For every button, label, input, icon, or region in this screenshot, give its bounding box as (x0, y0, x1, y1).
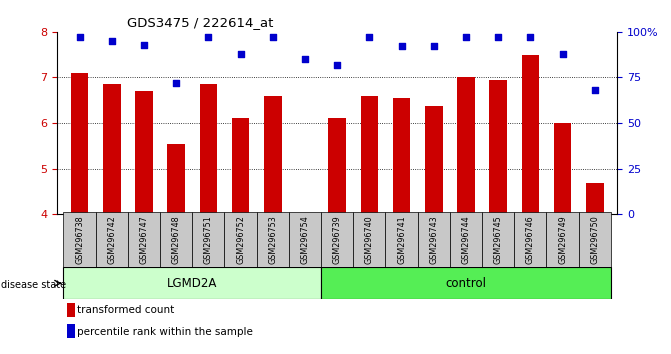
Text: GSM296745: GSM296745 (494, 215, 503, 264)
Point (236, 51, 246, 57)
FancyBboxPatch shape (321, 212, 353, 267)
FancyBboxPatch shape (160, 212, 193, 267)
Bar (70, 73, 89, 214)
Point (460, 34, 471, 40)
Text: LGMD2A: LGMD2A (167, 277, 217, 290)
Text: control: control (446, 277, 486, 290)
FancyBboxPatch shape (64, 267, 321, 299)
Point (171, 80, 182, 86)
Point (557, 51, 568, 57)
Text: GSM296738: GSM296738 (75, 215, 84, 264)
Text: disease state: disease state (1, 280, 66, 290)
Text: GSM296747: GSM296747 (140, 215, 148, 264)
Text: GSM296754: GSM296754 (301, 215, 309, 264)
Point (525, 34, 535, 40)
FancyBboxPatch shape (225, 212, 257, 267)
Bar (360, 96, 378, 214)
Point (332, 62, 343, 68)
Text: GSM296741: GSM296741 (397, 215, 406, 264)
Text: transformed count: transformed count (77, 306, 174, 315)
FancyBboxPatch shape (514, 212, 546, 267)
Text: GSM296742: GSM296742 (107, 215, 116, 264)
Bar (199, 84, 217, 214)
FancyBboxPatch shape (546, 212, 578, 267)
Point (74, 34, 85, 40)
Text: GSM296750: GSM296750 (590, 215, 599, 264)
FancyBboxPatch shape (321, 267, 611, 299)
Text: GSM296748: GSM296748 (172, 215, 180, 264)
Point (428, 44, 439, 49)
Bar (231, 119, 250, 214)
Text: GSM296749: GSM296749 (558, 215, 567, 264)
Text: percentile rank within the sample: percentile rank within the sample (77, 327, 253, 337)
Bar (489, 80, 507, 214)
Bar (393, 98, 411, 214)
Text: GDS3475 / 222614_at: GDS3475 / 222614_at (127, 16, 274, 29)
FancyBboxPatch shape (385, 212, 417, 267)
Bar (167, 143, 185, 214)
Bar (296, 213, 314, 214)
Text: GSM296753: GSM296753 (268, 215, 277, 264)
Point (364, 34, 374, 40)
Point (300, 56, 311, 62)
Point (139, 42, 150, 47)
Bar (135, 91, 153, 214)
Text: GSM296740: GSM296740 (365, 215, 374, 264)
Text: GSM296752: GSM296752 (236, 215, 245, 264)
Text: GSM296743: GSM296743 (429, 215, 438, 264)
Bar (103, 84, 121, 214)
Point (268, 34, 278, 40)
FancyBboxPatch shape (482, 212, 514, 267)
Point (107, 38, 117, 44)
FancyBboxPatch shape (96, 212, 128, 267)
FancyBboxPatch shape (353, 212, 385, 267)
FancyBboxPatch shape (128, 212, 160, 267)
FancyBboxPatch shape (289, 212, 321, 267)
FancyBboxPatch shape (193, 212, 225, 267)
Text: GSM296744: GSM296744 (462, 215, 470, 264)
Point (589, 87, 600, 93)
Bar (457, 78, 475, 214)
Bar (264, 96, 282, 214)
Bar (554, 123, 572, 214)
Point (493, 34, 503, 40)
Point (203, 34, 214, 40)
Bar (425, 106, 443, 214)
FancyBboxPatch shape (417, 212, 450, 267)
FancyBboxPatch shape (578, 212, 611, 267)
FancyBboxPatch shape (64, 212, 96, 267)
Bar (586, 183, 604, 214)
FancyBboxPatch shape (450, 212, 482, 267)
Point (396, 44, 407, 49)
Bar (521, 55, 539, 214)
Text: GSM296751: GSM296751 (204, 215, 213, 264)
Text: GSM296746: GSM296746 (526, 215, 535, 264)
Text: GSM296739: GSM296739 (333, 215, 342, 264)
FancyBboxPatch shape (257, 212, 289, 267)
Bar (328, 119, 346, 214)
